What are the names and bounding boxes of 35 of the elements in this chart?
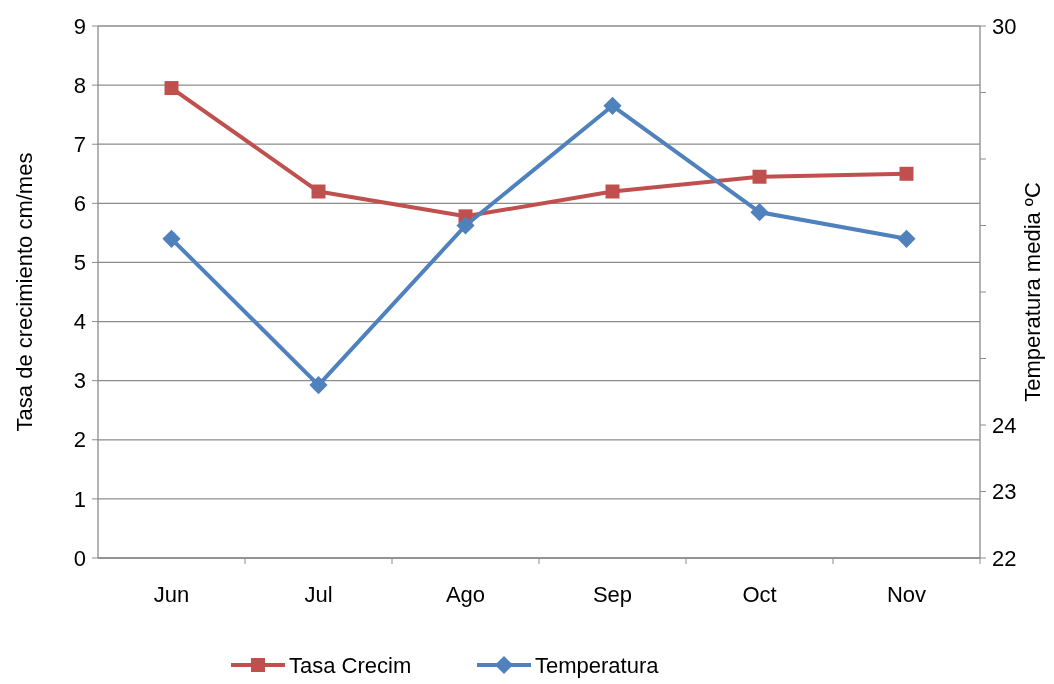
point [164,81,179,96]
x-tick-label: Oct [742,582,777,607]
y2-tick-label: 24 [992,412,1017,438]
point [309,376,328,395]
x-tick-label: Sep [592,582,633,607]
point [897,229,916,248]
legend-label: Tasa Crecim [289,652,412,678]
y-tick-label: 8 [73,72,86,98]
point [605,184,620,199]
y-tick-label: 9 [73,13,86,39]
point [456,216,475,235]
x-tick-label: Jul [304,582,333,607]
x-tick-label: Ago [445,582,486,607]
point [603,96,622,115]
y-tick-label: 0 [73,545,86,571]
y-axis-title: Tasa de crecimiento cm/mes [12,152,37,432]
y2-tick-label: 23 [992,479,1017,505]
y-tick-label: 5 [73,250,86,276]
y2-axis-title: Temperatura media ºC [1020,182,1045,402]
y-tick-label: 1 [73,486,86,512]
y2-tick-label: 30 [992,13,1017,39]
y-tick-label: 2 [73,427,86,453]
y-tick-label: 7 [73,131,86,157]
y-tick-label: 6 [73,191,86,217]
legend-label: Temperatura [535,652,660,678]
point [752,169,767,184]
point [162,229,181,248]
x-tick-label: Nov [886,582,927,607]
y2-tick-label: 22 [992,545,1017,571]
y-tick-label: 4 [73,309,86,335]
y-tick-label: 3 [73,368,86,394]
point [899,166,914,181]
point [311,184,326,199]
point [750,203,769,222]
x-tick-label: Jun [153,582,190,607]
